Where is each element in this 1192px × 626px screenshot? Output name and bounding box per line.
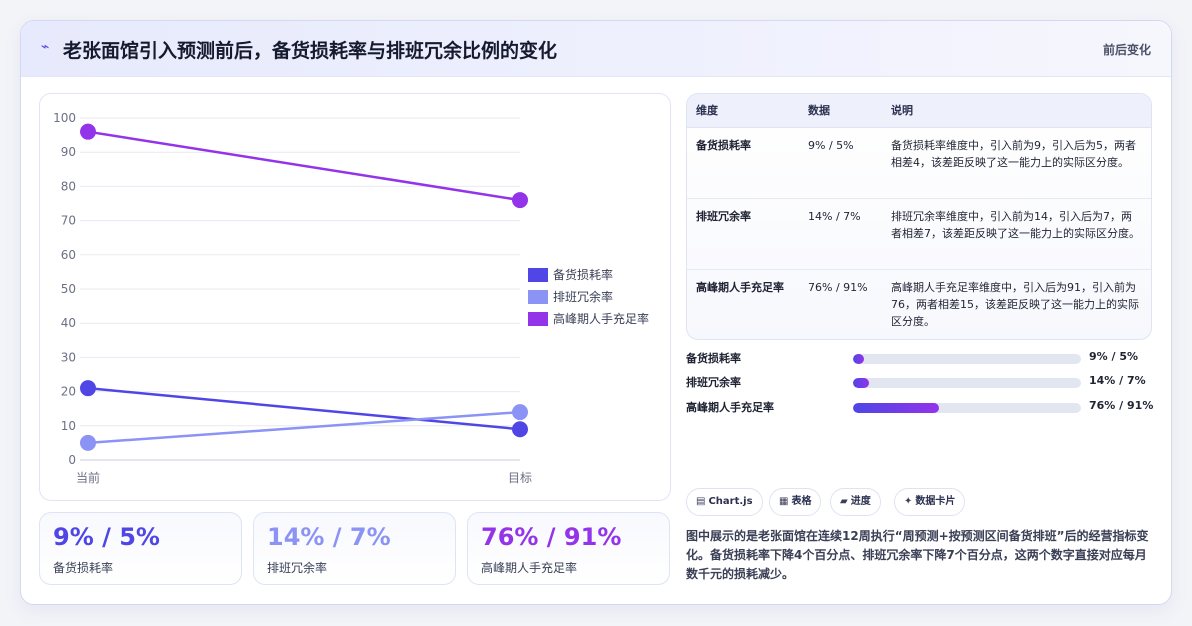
table-header-row: 维度 数据 说明 bbox=[687, 94, 1151, 128]
chip-table[interactable]: ▦ 表格 bbox=[769, 488, 822, 516]
table-header-data: 数据 bbox=[799, 94, 882, 128]
chip-chartjs[interactable]: ▤ Chart.js bbox=[686, 488, 763, 516]
chip-label: Chart.js bbox=[708, 496, 753, 507]
table-cell-data: 9% / 5% bbox=[799, 127, 882, 199]
progress-label: 排班冗余率 bbox=[686, 376, 741, 389]
y-tick-label: 60 bbox=[61, 248, 76, 262]
table-row: 排班冗余率 14% / 7% 排班冗余率维度中，引入前为14，引入后为7，两者相… bbox=[687, 198, 1151, 270]
series-line bbox=[87, 386, 521, 431]
progress-row-shift-redundancy: 排班冗余率 14% / 7% bbox=[686, 374, 1156, 392]
y-tick-label: 50 bbox=[61, 282, 76, 296]
chip-data-card[interactable]: ✦ 数据卡片 bbox=[894, 488, 966, 516]
chart-canvas: 0 10 20 30 40 50 60 70 80 90 100 当前 目标 备货损耗率排班冗余率高峰期人… bbox=[53, 111, 649, 485]
data-point bbox=[512, 192, 528, 209]
table-icon: ▦ bbox=[779, 496, 789, 507]
data-point bbox=[80, 123, 96, 140]
y-tick-label: 20 bbox=[61, 385, 76, 399]
y-tick-label: 90 bbox=[61, 145, 76, 159]
legend-label: 排班冗余率 bbox=[553, 289, 613, 304]
table-cell-dimension: 排班冗余率 bbox=[687, 198, 799, 270]
page-title: 老张面馆引入预测前后，备货损耗率与排班冗余比例的变化 bbox=[63, 40, 558, 62]
header-tag: 前后变化 bbox=[1102, 43, 1151, 57]
legend-swatch bbox=[528, 312, 548, 326]
line-chart: 0 10 20 30 40 50 60 70 80 90 100 当前 目标 备货损耗率排班冗余率高峰期人… bbox=[39, 93, 671, 501]
y-tick-label: 70 bbox=[61, 214, 76, 228]
progress-fill bbox=[853, 354, 865, 364]
data-point bbox=[80, 434, 96, 451]
table-row: 备货损耗率 9% / 5% 备货损耗率维度中，引入前为9，引入后为5，两者相差4… bbox=[687, 127, 1151, 199]
kpi-card-shift-redundancy: 14% / 7% 排班冗余率 bbox=[253, 512, 456, 585]
table-header-dimension: 维度 bbox=[687, 94, 799, 128]
pulse-icon: ⌁ bbox=[41, 39, 50, 55]
table-cell-dimension: 备货损耗率 bbox=[687, 127, 799, 199]
progress-label: 高峰期人手充足率 bbox=[686, 401, 774, 414]
kpi-card-stock-loss: 9% / 5% 备货损耗率 bbox=[39, 512, 242, 585]
progress-fill bbox=[853, 378, 869, 388]
header-bar: ⌁ 老张面馆引入预测前后，备货损耗率与排班冗余比例的变化 前后变化 bbox=[21, 21, 1171, 77]
progress-row-peak-staffing: 高峰期人手充足率 76% / 91% bbox=[686, 399, 1156, 417]
progress-value: 76% / 91% bbox=[1089, 399, 1154, 412]
chip-label: 表格 bbox=[791, 496, 812, 507]
y-tick-label: 100 bbox=[53, 111, 76, 125]
table-cell-note: 高峰期人手充足率维度中，引入后为91，引入前为76，两者相差15，该差距反映了这… bbox=[891, 280, 1139, 328]
series-line bbox=[87, 130, 521, 202]
x-tick-label: 当前 bbox=[76, 470, 100, 485]
table-cell-note: 备货损耗率维度中，引入前为9，引入后为5，两者相差4，该差距反映了这一能力上的实… bbox=[882, 127, 1151, 199]
chip-label: 进度 bbox=[850, 496, 871, 507]
chart-icon: ▤ bbox=[696, 496, 706, 507]
data-point bbox=[512, 421, 528, 438]
kpi-label: 备货损耗率 bbox=[53, 561, 114, 575]
table-cell-data: 76% / 91% bbox=[808, 280, 868, 294]
kpi-label: 高峰期人手充足率 bbox=[481, 561, 578, 575]
progress-icon: ▰ bbox=[840, 496, 848, 507]
y-tick-label: 30 bbox=[61, 350, 76, 364]
table-header-note: 说明 bbox=[882, 94, 1151, 128]
kpi-label: 排班冗余率 bbox=[267, 561, 328, 575]
progress-track bbox=[853, 403, 1081, 413]
progress-track bbox=[853, 378, 1081, 388]
y-tick-label: 0 bbox=[68, 453, 76, 467]
progress-value: 14% / 7% bbox=[1089, 374, 1146, 387]
legend-swatch bbox=[528, 290, 548, 304]
table-cell-dimension: 高峰期人手充足率 bbox=[696, 280, 784, 294]
progress-fill bbox=[853, 403, 939, 413]
y-tick-label: 80 bbox=[61, 179, 76, 193]
table-cell-data: 14% / 7% bbox=[799, 198, 882, 270]
legend-label: 高峰期人手充足率 bbox=[553, 311, 649, 326]
table-cell-note: 排班冗余率维度中，引入前为14，引入后为7，两者相差7，该差距反映了这一能力上的… bbox=[882, 198, 1151, 270]
chip-progress[interactable]: ▰ 进度 bbox=[830, 488, 881, 516]
kpi-value: 14% / 7% bbox=[267, 523, 391, 551]
table-row: 高峰期人手充足率 76% / 91% 高峰期人手充足率维度中，引入后为91，引入… bbox=[687, 269, 1151, 339]
sparkle-icon: ✦ bbox=[904, 496, 913, 507]
progress-row-stock-loss: 备货损耗率 9% / 5% bbox=[686, 350, 1156, 368]
y-tick-label: 40 bbox=[61, 316, 76, 330]
chip-label: 数据卡片 bbox=[915, 496, 956, 507]
series-line bbox=[87, 410, 521, 445]
kpi-value: 9% / 5% bbox=[53, 523, 160, 551]
x-tick-label: 目标 bbox=[508, 471, 532, 485]
kpi-card-peak-staffing: 76% / 91% 高峰期人手充足率 bbox=[467, 512, 670, 585]
data-point bbox=[80, 380, 96, 397]
legend-swatch bbox=[528, 268, 548, 282]
progress-label: 备货损耗率 bbox=[686, 352, 741, 365]
kpi-value: 76% / 91% bbox=[481, 523, 622, 551]
y-tick-label: 10 bbox=[61, 419, 76, 433]
legend-label: 备货损耗率 bbox=[553, 267, 613, 282]
description-text: 图中展示的是老张面馆在连续12周执行“周预测+按预测区间备货排班”后的经营指标变… bbox=[686, 529, 1149, 581]
progress-track bbox=[853, 354, 1081, 364]
data-point bbox=[512, 404, 528, 421]
progress-value: 9% / 5% bbox=[1089, 350, 1139, 363]
data-table: 维度 数据 说明 备货损耗率 9% / 5% 备货损耗率维度中，引入前为9，引入… bbox=[686, 93, 1152, 340]
